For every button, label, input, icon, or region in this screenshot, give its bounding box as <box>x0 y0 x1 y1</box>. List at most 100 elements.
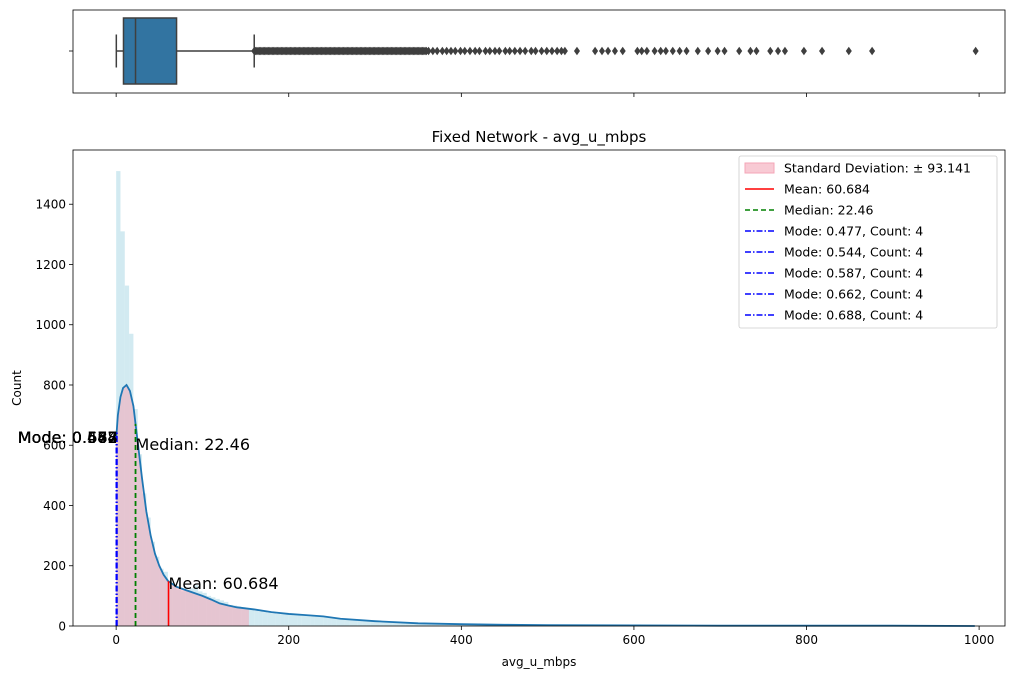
histogram-bar <box>418 623 423 626</box>
outlier-point <box>554 46 561 56</box>
outlier-point <box>736 46 743 56</box>
x-tick-label: 1000 <box>964 633 995 647</box>
outlier-point <box>657 46 664 56</box>
outlier-point <box>461 46 468 56</box>
legend-label: Mean: 60.684 <box>784 182 870 197</box>
x-tick-label: 400 <box>450 633 473 647</box>
histogram-bar <box>444 624 449 626</box>
boxplot-panel <box>69 9 1006 97</box>
histogram-bar <box>314 616 319 626</box>
histogram-bar <box>375 621 380 626</box>
y-axis-ticks: 0 200 400 600 800 1000 1200 1400 <box>35 198 73 634</box>
y-tick-label: 800 <box>43 378 66 392</box>
outlier-point <box>452 46 459 56</box>
outlier-point <box>662 46 669 56</box>
outlier-point <box>643 46 650 56</box>
outlier-point <box>605 46 612 56</box>
annotations: Median: 22.46 Mean: 60.684 Mode: 0.477Mode… <box>18 428 279 593</box>
histogram-bar <box>275 613 281 626</box>
legend-label: Mode: 0.587, Count: 4 <box>784 266 923 281</box>
histogram-content <box>115 171 980 627</box>
histogram-bar <box>461 624 466 626</box>
histogram-bar <box>306 616 311 626</box>
outlier-point <box>486 46 493 56</box>
histogram-bar <box>469 624 475 626</box>
outlier-point <box>457 46 464 56</box>
y-tick-label: 1400 <box>35 198 66 212</box>
histogram-bar <box>344 619 350 626</box>
outlier-point <box>511 46 518 56</box>
mode-annotation: Mode: 0.477 <box>18 428 118 447</box>
histogram-bar <box>336 618 341 626</box>
histogram-bar <box>491 625 496 626</box>
histogram-bar <box>267 612 272 626</box>
x-tick-label: 200 <box>277 633 300 647</box>
histogram-panel: Fixed Network - avg_u_mbps Median: 22.46… <box>10 128 1006 669</box>
outlier-point <box>482 46 489 56</box>
outlier-point <box>443 46 450 56</box>
std-deviation-band <box>116 384 249 626</box>
histogram-bar <box>318 616 324 626</box>
histogram-bar <box>280 614 285 626</box>
x-axis-label: avg_u_mbps <box>502 655 577 669</box>
histogram-bar <box>478 624 483 626</box>
chart-title: Fixed Network - avg_u_mbps <box>432 128 647 147</box>
y-tick-label: 0 <box>58 620 66 634</box>
histogram-bar <box>448 624 453 626</box>
legend-label: Standard Deviation: ± 93.141 <box>784 161 971 176</box>
outlier-point <box>538 46 545 56</box>
y-tick-label: 200 <box>43 559 66 573</box>
y-tick-label: 1200 <box>35 258 66 272</box>
mode-annotation: Mode: 0.544 <box>18 428 118 447</box>
x-tick-label: 0 <box>112 633 120 647</box>
histogram-bar <box>249 609 255 626</box>
histogram-bar <box>310 616 315 626</box>
histogram-bar <box>323 616 328 626</box>
outlier-point <box>767 46 774 56</box>
legend-label: Mode: 0.544, Count: 4 <box>784 245 923 260</box>
outlier-point <box>502 46 509 56</box>
histogram-bar <box>297 615 302 626</box>
outlier-point <box>714 46 721 56</box>
histogram-bar <box>387 622 393 626</box>
histogram-bar <box>383 622 388 626</box>
x-axis-ticks: 0 200 400 600 800 1000 <box>112 626 994 647</box>
outlier-point <box>466 46 473 56</box>
mode-annotation: Mode: 0.662 <box>18 428 118 447</box>
outlier-point <box>434 46 441 56</box>
outlier-point <box>506 46 513 56</box>
kde-line <box>115 383 975 627</box>
outlier-point <box>781 46 788 56</box>
histogram-bar <box>284 614 289 626</box>
y-tick-label: 400 <box>43 499 66 513</box>
outlier-point <box>619 46 626 56</box>
outlier-point <box>869 46 876 56</box>
y-tick-label: 600 <box>43 439 66 453</box>
outlier-point <box>447 46 455 56</box>
histogram-bar <box>362 620 367 626</box>
histogram-bar <box>422 623 427 626</box>
legend-label: Mode: 0.688, Count: 4 <box>784 308 923 323</box>
histogram-bar <box>262 612 268 626</box>
outlier-point <box>476 46 483 56</box>
legend-label: Mode: 0.477, Count: 4 <box>784 224 923 239</box>
histogram-bar <box>435 623 440 626</box>
y-axis-label: Count <box>10 370 24 406</box>
histogram-bar <box>409 623 414 626</box>
histogram-bar <box>405 623 410 626</box>
histogram-bar <box>288 614 294 626</box>
outlier-point <box>611 46 618 56</box>
outlier-point <box>676 46 683 56</box>
legend: Standard Deviation: ± 93.141 Mean: 60.684… <box>738 155 998 329</box>
outlier-point <box>721 46 728 56</box>
outlier-point <box>472 46 479 56</box>
median-annotation: Median: 22.46 <box>136 435 250 454</box>
outlier-point <box>496 46 503 56</box>
histogram-bar <box>353 620 358 626</box>
outlier-point <box>775 46 782 56</box>
histogram-bar <box>301 615 306 626</box>
outlier-point <box>439 46 446 56</box>
outlier-point <box>532 46 539 56</box>
mode-annotation: Mode: 0.587 <box>18 428 118 447</box>
